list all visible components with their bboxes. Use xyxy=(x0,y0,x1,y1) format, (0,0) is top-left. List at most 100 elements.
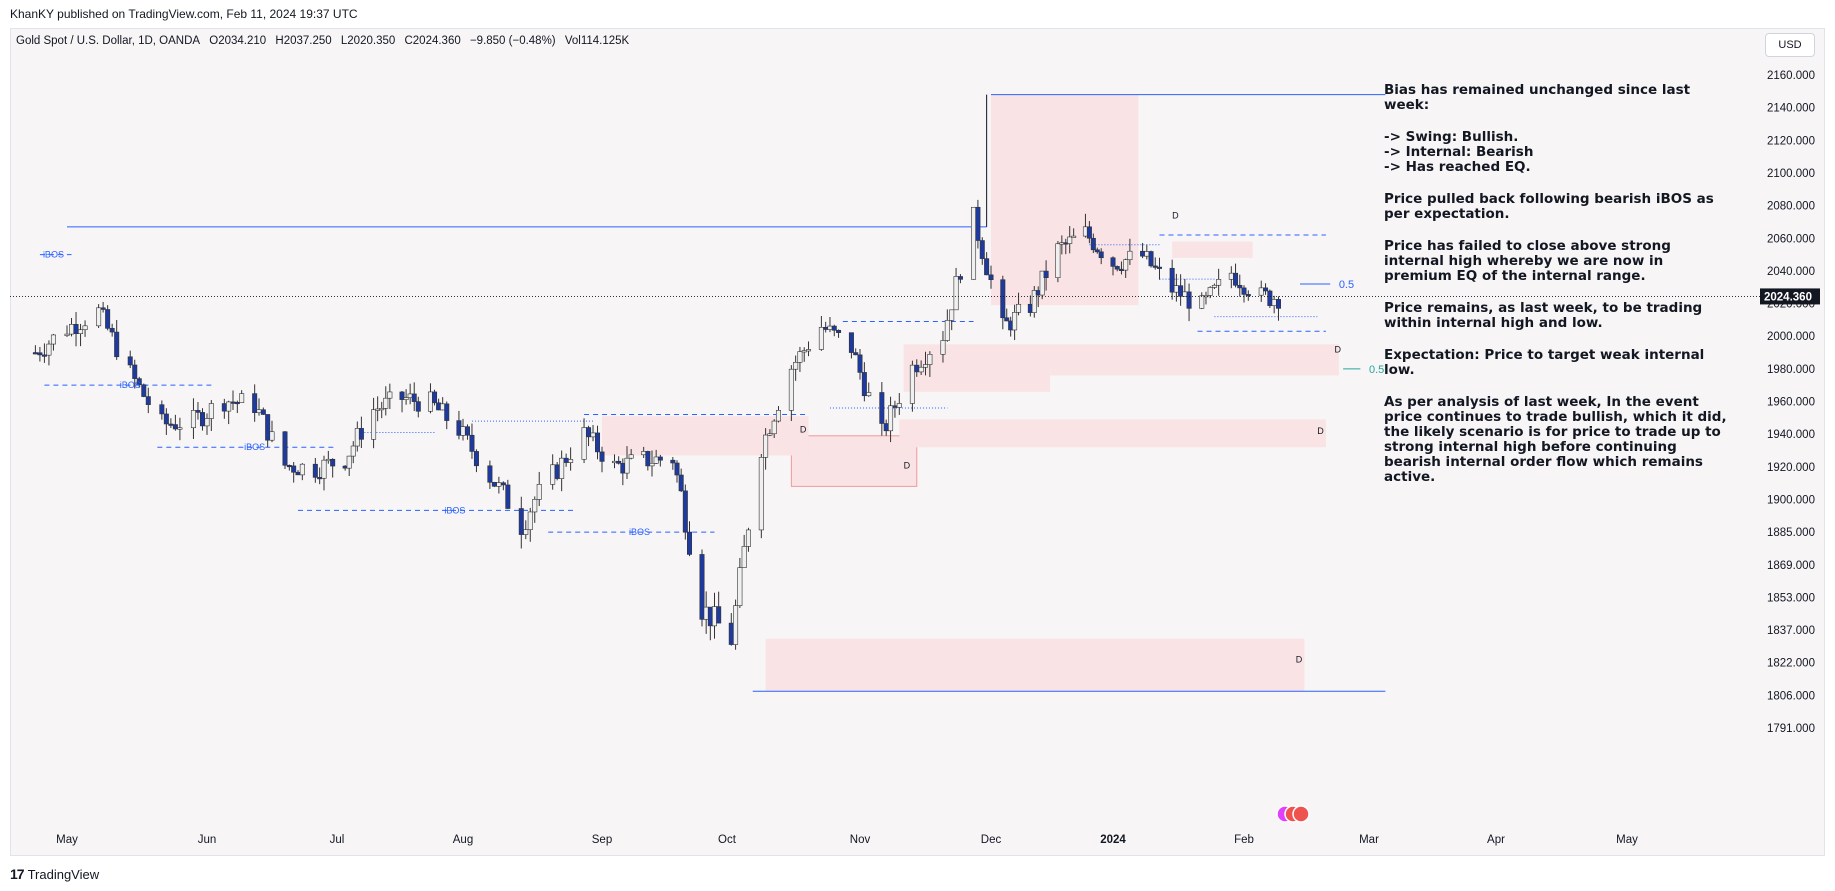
candle-body xyxy=(532,499,538,513)
candle-body xyxy=(1216,279,1222,286)
candle-body xyxy=(1098,251,1104,259)
zone-label: D xyxy=(800,425,807,435)
candle-body xyxy=(1067,236,1073,244)
candle-body xyxy=(46,343,52,356)
candle-body xyxy=(616,460,622,464)
eq-label: 0.5 xyxy=(1339,279,1354,291)
symbol-name: Gold Spot / U.S. Dollar, 1D, OANDA xyxy=(16,35,201,47)
candle-body xyxy=(797,351,803,363)
candle-body xyxy=(1004,317,1010,322)
candle-body xyxy=(707,606,713,627)
candle-body xyxy=(728,622,734,645)
candle-body xyxy=(831,325,837,331)
candle-body xyxy=(1182,291,1188,297)
candle-body xyxy=(527,511,533,530)
y-tick-label: 2120.000 xyxy=(1767,135,1815,147)
candle-body xyxy=(763,434,769,458)
candle-body xyxy=(387,391,393,399)
candle-body xyxy=(595,432,601,453)
candle-body xyxy=(918,366,924,373)
candle-body xyxy=(1000,279,1006,319)
note-range: Price remains, as last week, to be tradi… xyxy=(1384,300,1703,331)
candle-body xyxy=(383,397,389,409)
candle-body xyxy=(953,276,959,311)
candle-body xyxy=(145,396,151,405)
price-axis: 2160.000 2140.000 2120.000 2100.000 2080.000… xyxy=(10,70,1820,735)
y-tick-label: 2100.000 xyxy=(1767,168,1815,180)
candle-body xyxy=(500,482,506,486)
candle-body xyxy=(168,423,174,426)
candle-body xyxy=(460,426,466,436)
candle-body xyxy=(518,508,524,535)
candle-body xyxy=(848,332,854,353)
candle-body xyxy=(657,456,663,461)
candle-body xyxy=(1118,268,1124,271)
brand-label: TradingView xyxy=(27,866,100,882)
candle-body xyxy=(1090,237,1096,251)
candle-body xyxy=(1178,285,1184,297)
candle-body xyxy=(159,404,165,415)
zone-label: D xyxy=(1172,211,1179,221)
y-tick-label: 1920.000 xyxy=(1767,462,1815,474)
candle-body xyxy=(371,409,377,440)
candle-body xyxy=(256,409,262,413)
candle-body xyxy=(1114,266,1120,270)
candle-body xyxy=(1148,251,1154,267)
candle-body xyxy=(354,428,360,447)
candle-body xyxy=(295,471,301,476)
y-tick-label: 1822.000 xyxy=(1767,658,1815,670)
candle-body xyxy=(645,451,651,467)
candle-body xyxy=(1012,312,1018,331)
candle-body xyxy=(653,456,659,464)
candle-body xyxy=(427,391,433,412)
candle-body xyxy=(82,325,88,331)
tradingview-brand[interactable]: 17 TradingView xyxy=(10,866,99,882)
candle-body xyxy=(957,276,963,280)
candle-body xyxy=(771,420,777,435)
candle-body xyxy=(1043,270,1049,279)
candle-body xyxy=(32,352,38,355)
candle-body xyxy=(69,324,75,335)
candle-body xyxy=(114,331,120,358)
ibos-label: iBOS xyxy=(43,250,64,260)
currency-button[interactable]: USD xyxy=(1765,33,1815,57)
candle-body xyxy=(379,408,385,411)
candle-body xyxy=(1110,257,1116,267)
candle-body xyxy=(496,482,502,487)
candle-body xyxy=(487,465,493,483)
y-tick-label: 1869.000 xyxy=(1767,560,1815,572)
structure-layer xyxy=(39,94,1386,692)
candle-body xyxy=(686,531,692,555)
candle-body xyxy=(590,432,596,438)
candle-body xyxy=(1275,299,1281,309)
zone-label: D xyxy=(904,460,911,470)
x-tick-label: Jul xyxy=(330,834,345,846)
x-tick-label: Nov xyxy=(850,834,871,846)
candle-body xyxy=(949,309,955,321)
demand-zone xyxy=(1113,213,1139,247)
candle-body xyxy=(975,206,981,241)
candle-body xyxy=(415,401,421,412)
y-tick-label: 1837.000 xyxy=(1767,625,1815,637)
candle-body xyxy=(883,423,889,432)
candle-body xyxy=(100,307,106,310)
candle-body xyxy=(1127,250,1133,261)
candle-body xyxy=(1071,235,1077,238)
candle-body xyxy=(1123,259,1129,271)
candle-body xyxy=(611,460,617,464)
last-price-tag xyxy=(1760,288,1820,305)
candle-body xyxy=(554,464,560,479)
candle-body xyxy=(330,458,336,467)
candle-body xyxy=(163,413,169,425)
economic-event-icon[interactable] xyxy=(1292,805,1310,823)
candle-body xyxy=(896,403,902,408)
candle-body xyxy=(971,206,977,280)
candle-body xyxy=(64,333,70,336)
price-change: −9.850 (−0.48%) xyxy=(469,35,556,47)
candle-body xyxy=(105,309,111,329)
candle-body xyxy=(411,393,417,402)
candle-body xyxy=(403,397,409,400)
candle-body xyxy=(559,457,565,479)
candle-layer xyxy=(32,199,1281,650)
